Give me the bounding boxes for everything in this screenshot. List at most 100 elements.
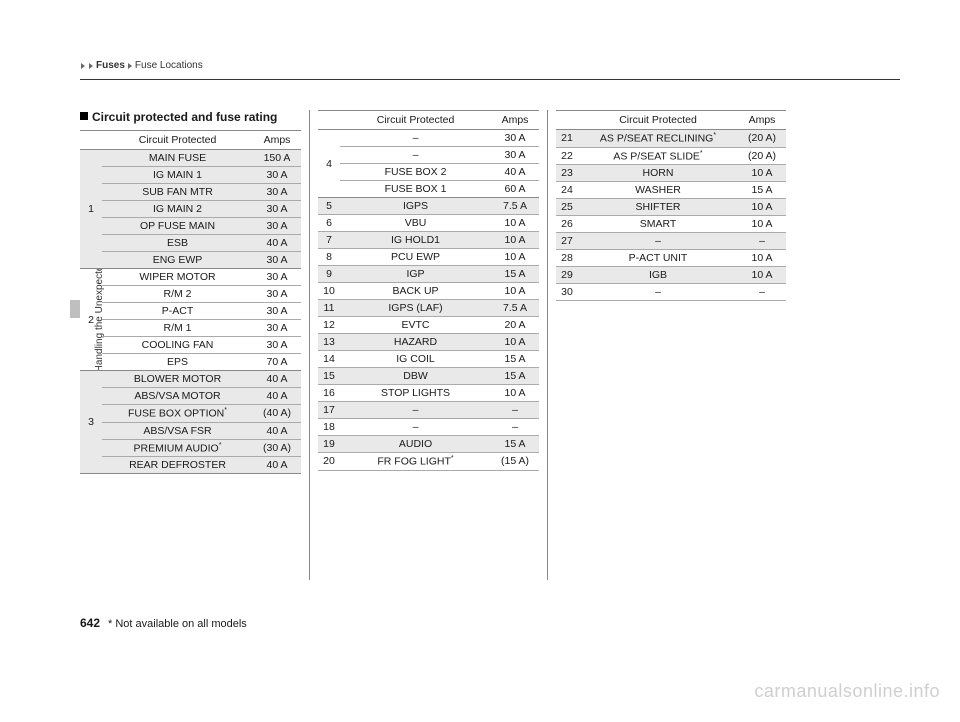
table-row: 11IGPS (LAF)7.5 A [318, 300, 539, 317]
circuit-cell: IG HOLD1 [340, 232, 491, 249]
amps-cell: (15 A) [491, 453, 539, 471]
divider [80, 79, 900, 80]
amps-cell: 15 A [491, 266, 539, 283]
table-row: 12EVTC20 A [318, 317, 539, 334]
amps-cell: 10 A [491, 249, 539, 266]
circuit-cell: – [340, 402, 491, 419]
table-row: 27–– [556, 233, 786, 250]
table-row: R/M 130 A [80, 320, 301, 337]
group-number: 3 [80, 371, 102, 474]
circuit-cell: REAR DEFROSTER [102, 457, 253, 474]
footnote: * Not available on all models [108, 618, 247, 630]
table-row: IG MAIN 130 A [80, 167, 301, 184]
amps-cell: 150 A [253, 150, 301, 167]
table-row: 17–– [318, 402, 539, 419]
header-blank [556, 111, 578, 130]
amps-cell: 10 A [738, 199, 786, 216]
amps-cell: – [491, 419, 539, 436]
amps-cell: 30 A [253, 184, 301, 201]
circuit-cell: PREMIUM AUDIO* [102, 439, 253, 457]
table-row: COOLING FAN30 A [80, 337, 301, 354]
header-blank [80, 131, 102, 150]
circuit-cell: AUDIO [340, 436, 491, 453]
amps-cell: 60 A [491, 181, 539, 198]
table-row: 6VBU10 A [318, 215, 539, 232]
table-row: 8PCU EWP10 A [318, 249, 539, 266]
circuit-cell: IG MAIN 1 [102, 167, 253, 184]
header-blank [318, 111, 340, 130]
amps-cell: 10 A [738, 216, 786, 233]
amps-cell: 30 A [491, 147, 539, 164]
amps-cell: 70 A [253, 354, 301, 371]
circuit-cell: AS P/SEAT RECLINING* [578, 130, 738, 148]
table-row: P-ACT30 A [80, 303, 301, 320]
row-number: 13 [318, 334, 340, 351]
table-row: ABS/VSA FSR40 A [80, 422, 301, 439]
header-amps: Amps [253, 131, 301, 150]
content-columns: Circuit protected and fuse rating Circui… [80, 110, 900, 580]
circuit-cell: MAIN FUSE [102, 150, 253, 167]
amps-cell: 15 A [491, 351, 539, 368]
table-row: 14IG COIL15 A [318, 351, 539, 368]
amps-cell: 30 A [253, 320, 301, 337]
row-number: 20 [318, 453, 340, 471]
circuit-cell: HAZARD [340, 334, 491, 351]
side-tab [70, 300, 80, 318]
row-number: 26 [556, 216, 578, 233]
amps-cell: 30 A [253, 201, 301, 218]
circuit-cell: – [340, 147, 491, 164]
amps-cell: 7.5 A [491, 300, 539, 317]
amps-cell: 10 A [738, 267, 786, 284]
amps-cell: 40 A [253, 422, 301, 439]
amps-cell: 10 A [491, 215, 539, 232]
table-row: 9IGP15 A [318, 266, 539, 283]
amps-cell: 40 A [253, 457, 301, 474]
circuit-cell: – [578, 284, 738, 301]
circuit-cell: ABS/VSA MOTOR [102, 388, 253, 405]
fuse-table-1: Circuit Protected Amps 1MAIN FUSE150 AIG… [80, 130, 301, 474]
table-row: 1MAIN FUSE150 A [80, 150, 301, 167]
amps-cell: 10 A [738, 165, 786, 182]
circuit-cell: WIPER MOTOR [102, 269, 253, 286]
amps-cell: 15 A [491, 436, 539, 453]
row-number: 6 [318, 215, 340, 232]
amps-cell: (20 A) [738, 130, 786, 148]
table-row: 18–– [318, 419, 539, 436]
table-row: 3BLOWER MOTOR40 A [80, 371, 301, 388]
fuse-table-2: Circuit Protected Amps 4–30 A–30 AFUSE B… [318, 110, 539, 471]
amps-cell: 30 A [253, 218, 301, 235]
table-row: FUSE BOX OPTION*(40 A) [80, 405, 301, 423]
amps-cell: 10 A [738, 250, 786, 267]
header-circuit: Circuit Protected [340, 111, 491, 130]
row-number: 17 [318, 402, 340, 419]
circuit-cell: SUB FAN MTR [102, 184, 253, 201]
circuit-cell: R/M 2 [102, 286, 253, 303]
row-number: 30 [556, 284, 578, 301]
circuit-cell: R/M 1 [102, 320, 253, 337]
amps-cell: 40 A [253, 388, 301, 405]
section-title-text: Circuit protected and fuse rating [92, 110, 277, 124]
table-row: FUSE BOX 240 A [318, 164, 539, 181]
amps-cell: 7.5 A [491, 198, 539, 215]
table-row: 24WASHER15 A [556, 182, 786, 199]
row-number: 10 [318, 283, 340, 300]
header-circuit: Circuit Protected [102, 131, 253, 150]
circuit-cell: IG COIL [340, 351, 491, 368]
table-row: 25SHIFTER10 A [556, 199, 786, 216]
table-row: 28P-ACT UNIT10 A [556, 250, 786, 267]
amps-cell: 30 A [253, 269, 301, 286]
row-number: 5 [318, 198, 340, 215]
header-amps: Amps [738, 111, 786, 130]
column-3: Circuit Protected Amps 21AS P/SEAT RECLI… [556, 110, 786, 580]
row-number: 22 [556, 147, 578, 165]
table-row: 30–– [556, 284, 786, 301]
amps-cell: 30 A [253, 286, 301, 303]
row-number: 29 [556, 267, 578, 284]
row-number: 27 [556, 233, 578, 250]
circuit-cell: FUSE BOX OPTION* [102, 405, 253, 423]
table-row: ESB40 A [80, 235, 301, 252]
group-number: 4 [318, 130, 340, 198]
table-row: FUSE BOX 160 A [318, 181, 539, 198]
table-row: IG MAIN 230 A [80, 201, 301, 218]
amps-cell: 15 A [491, 368, 539, 385]
